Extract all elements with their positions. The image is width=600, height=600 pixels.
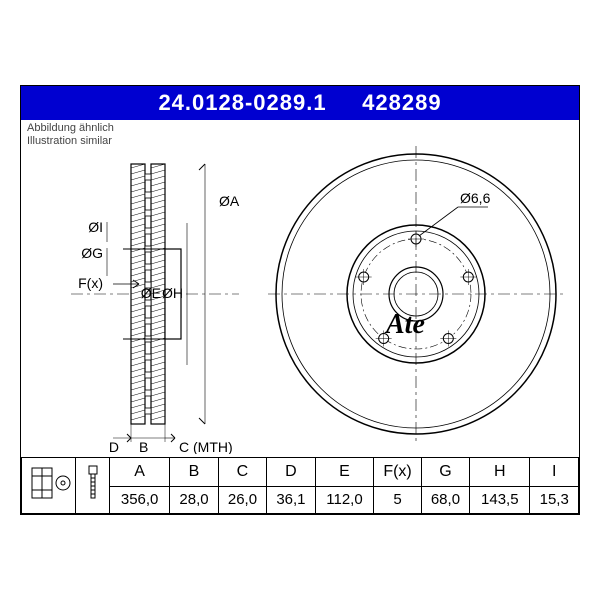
dim-val-I: 15,3 [530,486,579,513]
rotor-icon-cell [22,458,76,514]
dim-col-F(x): F(x) [374,458,421,487]
svg-text:ØA: ØA [219,193,240,209]
dim-col-A: A [110,458,170,487]
svg-text:B: B [139,439,148,454]
dim-col-G: G [421,458,469,487]
dim-col-H: H [470,458,530,487]
bolt-icon [80,462,106,504]
svg-text:C (MTH): C (MTH) [179,439,233,454]
dimension-table: ABCDEF(x)GHI 356,028,026,036,1112,0568,0… [21,457,579,514]
svg-text:D: D [109,439,119,454]
dim-val-B: 28,0 [170,486,218,513]
dim-val-H: 143,5 [470,486,530,513]
dim-val-C: 26,0 [218,486,266,513]
part-number: 24.0128-0289.1 [158,90,326,115]
drawing-sheet: 24.0128-0289.1 428289 Abbildung ähnlich … [20,85,580,515]
dim-val-E: 112,0 [315,486,374,513]
dim-val-F(x): 5 [374,486,421,513]
header-bar: 24.0128-0289.1 428289 [21,86,579,120]
dim-header-row: ABCDEF(x)GHI [22,458,579,487]
svg-text:ØE: ØE [141,285,161,301]
drawing-area: Ø6,6ØAØHØEØGØIF(x)BC (MTH)D Ate [21,134,579,452]
dim-col-B: B [170,458,218,487]
dim-col-E: E [315,458,374,487]
bolt-icon-cell [76,458,110,514]
dim-val-G: 68,0 [421,486,469,513]
dim-col-D: D [267,458,315,487]
dim-val-A: 356,0 [110,486,170,513]
svg-text:Ø6,6: Ø6,6 [460,190,491,206]
dim-col-C: C [218,458,266,487]
dim-col-I: I [530,458,579,487]
brand-logo: Ate [386,309,425,341]
dim-val-D: 36,1 [267,486,315,513]
ref-number: 428289 [362,90,441,115]
technical-drawing: Ø6,6ØAØHØEØGØIF(x)BC (MTH)D [21,134,581,454]
svg-text:ØG: ØG [81,245,103,261]
rotor-icon [26,462,72,504]
svg-text:F(x): F(x) [78,275,103,291]
svg-text:ØI: ØI [88,219,103,235]
